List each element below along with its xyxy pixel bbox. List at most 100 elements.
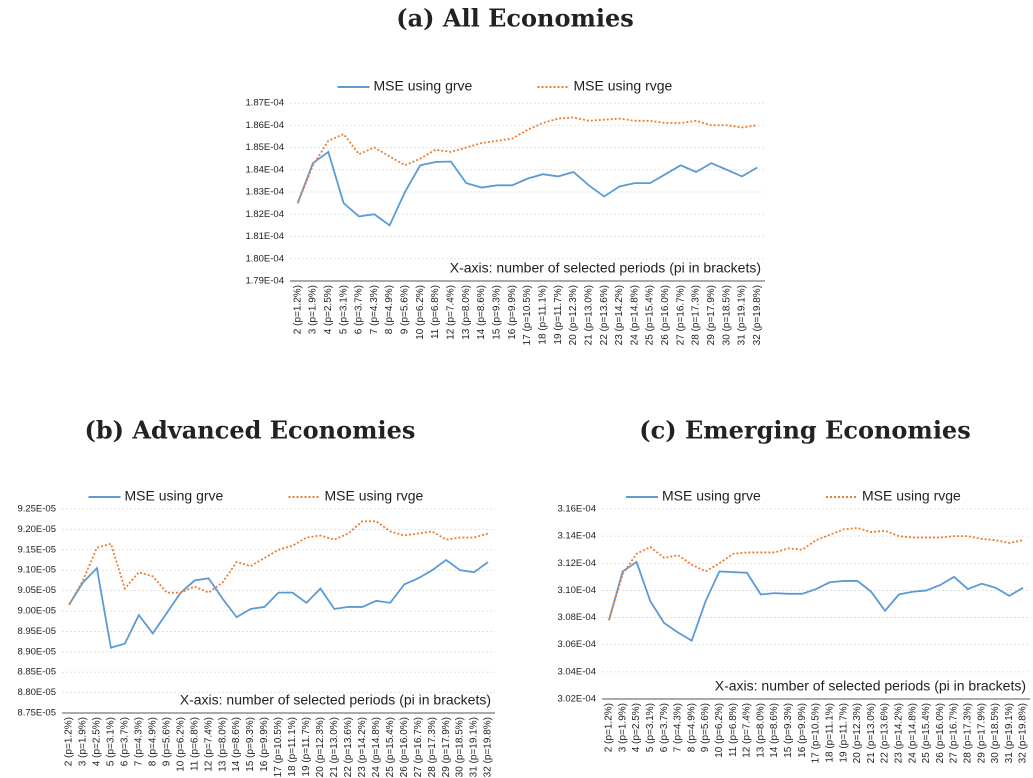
x-tick-label: 24 (p=14.8%): [629, 285, 640, 345]
annotation: X-axis: number of selected periods (pi i…: [715, 678, 1026, 694]
x-tick-label: 5 (p=3.1%): [338, 285, 349, 334]
data-line: [608, 560, 1024, 642]
x-tick-label: 13 (p=8.0%): [217, 717, 228, 772]
x-tick-label: 9 (p=5.6%): [400, 285, 411, 334]
x-tick-label: 12 (p=7.4%): [203, 717, 214, 772]
x-tick-label: 28 (p=17.3%): [427, 717, 438, 777]
x-tick-label: 2 (p=1.2%): [292, 285, 303, 334]
y-tick-label: 8.80E-05: [17, 687, 56, 698]
x-tick-label: 11 (p=6.8%): [189, 717, 200, 771]
x-tick-label: 27 (p=16.7%): [675, 285, 686, 345]
x-tick-label: 15 (p=9.3%): [783, 703, 794, 758]
x-tick-label: 11 (p=6.8%): [430, 285, 441, 339]
y-tick-label: 3.12E-04: [557, 558, 596, 569]
x-tick-label: 20 (p=12.3%): [315, 717, 326, 777]
y-tick-label: 1.85E-04: [245, 142, 284, 153]
x-tick-label: 20 (p=12.3%): [568, 285, 579, 345]
x-tick-label: 19 (p=11.7%): [838, 703, 849, 763]
legend-label: MSE using rvge: [325, 488, 424, 504]
x-tick-label: 6 (p=3.7%): [659, 703, 670, 752]
y-tick-label: 1.86E-04: [245, 120, 284, 131]
x-tick-label: 31 (p=19.1%): [469, 717, 480, 777]
x-tick-label: 26 (p=16.0%): [399, 717, 410, 777]
x-tick-label: 32 (p=19.8%): [1018, 703, 1029, 763]
y-tick-label: 1.81E-04: [245, 231, 284, 242]
y-tick-label: 8.85E-05: [17, 667, 56, 678]
y-tick-label: 8.95E-05: [17, 626, 56, 637]
x-tick-label: 22 (p=13.6%): [880, 703, 891, 763]
y-tick-label: 3.10E-04: [557, 585, 596, 596]
data-line: [296, 150, 758, 227]
x-tick-label: 22 (p=13.6%): [599, 285, 610, 345]
y-tick-label: 1.87E-04: [245, 98, 284, 109]
y-tick-label: 1.82E-04: [245, 209, 284, 220]
x-tick-label: 4 (p=2.5%): [631, 703, 642, 752]
y-tick-label: 3.06E-04: [557, 639, 596, 650]
x-tick-label: 13 (p=8.0%): [461, 285, 472, 340]
x-tick-label: 16 (p=9.9%): [507, 285, 518, 340]
data-line: [296, 116, 758, 204]
x-tick-label: 8 (p=4.9%): [384, 285, 395, 334]
y-tick-label: 9.25E-05: [17, 504, 56, 515]
x-tick-label: 30 (p=18.5%): [721, 285, 732, 345]
x-tick-label: 17 (p=10.5%): [522, 285, 533, 345]
x-tick-label: 18 (p=11.1%): [287, 717, 298, 777]
y-tick-label: 9.00E-05: [17, 606, 56, 617]
x-tick-label: 30 (p=18.5%): [990, 703, 1001, 763]
x-tick-label: 3 (p=1.9%): [308, 285, 319, 334]
x-tick-label: 13 (p=8.0%): [755, 703, 766, 758]
y-tick-label: 8.90E-05: [17, 646, 56, 657]
x-tick-label: 25 (p=15.4%): [921, 703, 932, 763]
x-tick-label: 7 (p=4.3%): [133, 717, 144, 766]
x-tick-label: 29 (p=17.9%): [441, 717, 452, 777]
x-tick-label: 4 (p=2.5%): [323, 285, 334, 334]
x-tick-label: 23 (p=14.2%): [357, 717, 368, 777]
legend-label: MSE using grve: [374, 78, 473, 94]
data-line: [68, 520, 489, 606]
y-tick-label: 9.05E-05: [17, 585, 56, 596]
data-line: [608, 527, 1024, 621]
y-tick-label: 9.10E-05: [17, 565, 56, 576]
x-tick-label: 25 (p=15.4%): [385, 717, 396, 777]
x-tick-label: 11 (p=6.8%): [728, 703, 739, 757]
y-tick-label: 8.75E-05: [17, 708, 56, 719]
x-tick-label: 12 (p=7.4%): [742, 703, 753, 758]
chart-title: (a) All Economies: [396, 4, 634, 33]
x-tick-label: 30 (p=18.5%): [455, 717, 466, 777]
x-tick-label: 4 (p=2.5%): [92, 717, 103, 766]
x-tick-label: 17 (p=10.5%): [811, 703, 822, 763]
x-tick-label: 7 (p=4.3%): [673, 703, 684, 752]
x-tick-label: 29 (p=17.9%): [976, 703, 987, 763]
annotation: X-axis: number of selected periods (pi i…: [450, 260, 761, 276]
x-tick-label: 23 (p=14.2%): [614, 285, 625, 345]
x-tick-label: 27 (p=16.7%): [413, 717, 424, 777]
x-tick-label: 25 (p=15.4%): [645, 285, 656, 345]
y-tick-label: 9.20E-05: [17, 524, 56, 535]
x-tick-label: 12 (p=7.4%): [446, 285, 457, 340]
legend-label: MSE using rvge: [862, 488, 961, 504]
x-tick-label: 24 (p=14.8%): [907, 703, 918, 763]
legend-label: MSE using grve: [662, 488, 761, 504]
x-tick-label: 19 (p=11.7%): [553, 285, 564, 345]
x-tick-label: 17 (p=10.5%): [273, 717, 284, 777]
y-tick-label: 3.08E-04: [557, 612, 596, 623]
y-tick-label: 1.79E-04: [245, 276, 284, 287]
data-line: [68, 558, 489, 649]
x-tick-label: 3 (p=1.9%): [617, 703, 628, 752]
legend-label: MSE using grve: [125, 488, 224, 504]
x-tick-label: 23 (p=14.2%): [893, 703, 904, 763]
x-tick-label: 15 (p=9.3%): [245, 717, 256, 772]
x-tick-label: 10 (p=6.2%): [175, 717, 186, 772]
y-tick-label: 1.83E-04: [245, 187, 284, 198]
chart-title: (b) Advanced Economies: [85, 416, 416, 445]
x-tick-label: 21 (p=13.0%): [866, 703, 877, 763]
legend-label: MSE using rvge: [574, 78, 673, 94]
x-tick-label: 28 (p=17.3%): [963, 703, 974, 763]
y-tick-label: 3.02E-04: [557, 694, 596, 705]
x-tick-label: 32 (p=19.8%): [752, 285, 763, 345]
x-tick-label: 21 (p=13.0%): [329, 717, 340, 777]
x-tick-label: 7 (p=4.3%): [369, 285, 380, 334]
x-tick-label: 27 (p=16.7%): [949, 703, 960, 763]
x-tick-label: 8 (p=4.9%): [686, 703, 697, 752]
